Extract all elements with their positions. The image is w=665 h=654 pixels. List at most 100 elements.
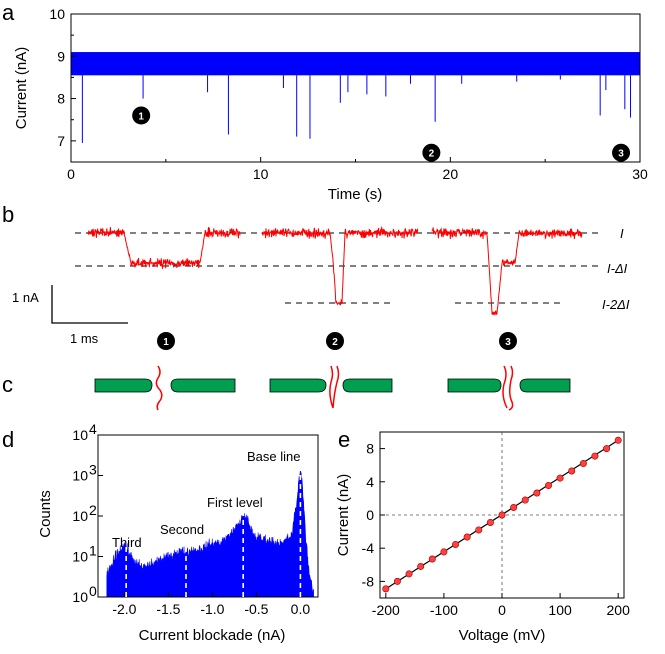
event-marker-1: 1 [132, 106, 151, 125]
y-tick-exponent: 4 [89, 421, 97, 437]
peak-label-second: Second [160, 522, 204, 537]
event-badge-2: 2 [326, 332, 344, 350]
data-point [463, 533, 471, 541]
y-tick-label: 10 [72, 549, 88, 565]
event-marker-circle [612, 143, 631, 162]
panel-d-histogram [106, 468, 314, 598]
pore-schematic-1 [94, 365, 236, 411]
panel-e-ticks: -200 -100 0 100 200 -8 -4 0 4 8 [362, 441, 631, 618]
data-point [440, 548, 448, 556]
y-tick-label: 0 [366, 507, 374, 523]
panel-a-y-label: Current (nA) [13, 47, 30, 130]
x-tick-label: 20 [443, 166, 459, 182]
x-tick-label: 0 [67, 166, 75, 182]
panel-letter-d: d [2, 427, 14, 452]
x-tick-label: -2.0 [112, 601, 136, 617]
panel-a-x-label: Time (s) [328, 186, 382, 203]
y-tick-exponent: 2 [89, 502, 97, 518]
panel-c-schematics [94, 365, 571, 411]
x-tick-label: -100 [430, 602, 458, 618]
trace-event-3 [431, 227, 583, 316]
event-marker-circle [132, 106, 151, 125]
data-point [393, 577, 401, 585]
panel-a-chart: 0 10 20 30 7 8 9 10 1 2 3 Time (s) Current (nA) [13, 6, 648, 203]
peak-label-first-level: First level [207, 495, 263, 510]
data-point [614, 436, 622, 444]
y-tick-exponent: 0 [89, 583, 97, 599]
x-tick-label: 10 [253, 166, 269, 182]
panel-a-frame [70, 13, 641, 163]
data-point [417, 562, 425, 570]
data-point [603, 445, 611, 453]
svg-text:3: 3 [505, 337, 511, 348]
panel-letter-e: e [338, 427, 350, 452]
panel-a-event-markers: 1 2 3 [132, 106, 631, 162]
event-marker-circle [422, 143, 441, 162]
noise-trace [70, 53, 641, 75]
panel-d-x-label: Current blockade (nA) [139, 627, 286, 644]
y-tick-label: 10 [72, 427, 88, 443]
histogram-area [106, 468, 314, 598]
x-tick-label: 200 [607, 602, 631, 618]
panel-e-chart: -200 -100 0 100 200 -8 -4 0 4 8 Voltage (mV) Curr… [335, 431, 631, 644]
x-tick-label: 100 [548, 602, 572, 618]
data-point [521, 496, 529, 504]
event-marker-label: 1 [138, 111, 144, 122]
data-point [405, 570, 413, 578]
data-point [452, 540, 460, 548]
scale-bar-current-label: 1 nA [12, 290, 39, 305]
level-label-i-minus-2di: I-2ΔI [602, 297, 630, 312]
panel-e-points [382, 436, 622, 593]
panel-letter-b: b [2, 202, 14, 227]
y-tick-label: 9 [57, 48, 65, 64]
y-tick-label: 10 [72, 508, 88, 524]
y-tick-label: -8 [362, 573, 375, 589]
y-tick-exponent: 1 [89, 543, 97, 559]
x-tick-label: 0.0 [291, 601, 311, 617]
panel-a-ticks: 0 10 20 30 7 8 9 10 [49, 6, 648, 182]
x-tick-label: -200 [372, 602, 400, 618]
event-marker-2: 2 [422, 143, 441, 162]
y-tick-label: 4 [366, 474, 374, 490]
data-point [498, 511, 506, 519]
y-tick-exponent: 3 [89, 462, 97, 478]
y-tick-label: 10 [72, 468, 88, 484]
data-point [568, 467, 576, 475]
panel-d-y-label: Counts [37, 490, 54, 538]
panel-e-y-label: Current (nA) [335, 474, 352, 557]
panel-a-trace [70, 52, 641, 76]
data-point [382, 585, 390, 593]
data-point [510, 504, 518, 512]
data-point [533, 489, 541, 497]
scale-bar [51, 285, 128, 324]
trace-event-2 [261, 225, 419, 306]
svg-text:2: 2 [332, 337, 338, 348]
x-tick-label: 0 [498, 602, 506, 618]
x-tick-label: 30 [632, 166, 648, 182]
panel-letter-c: c [2, 372, 13, 397]
y-tick-label: 8 [57, 91, 65, 107]
data-point [591, 452, 599, 460]
x-tick-label: -0.5 [244, 601, 268, 617]
y-tick-label: 10 [72, 589, 88, 605]
event-marker-label: 2 [429, 149, 435, 160]
panel-b-traces [87, 225, 583, 316]
peak-label-base-line: Base line [247, 449, 300, 464]
data-point [475, 526, 483, 534]
peak-label-third: Third [112, 535, 142, 550]
panel-a-spikes [81, 75, 632, 143]
x-tick-label: -1.0 [200, 601, 224, 617]
svg-text:1: 1 [163, 337, 169, 348]
panel-b-chart: I I-ΔI I-2ΔI 1 nA 1 ms 1 2 3 [12, 225, 630, 350]
event-marker-3: 3 [612, 143, 631, 162]
event-badge-1: 1 [157, 332, 175, 350]
pore-schematic-2 [269, 365, 393, 409]
pore-schematic-3 [447, 365, 571, 411]
panel-d-peak-lines [125, 465, 302, 597]
event-badge-3: 3 [499, 332, 517, 350]
panel-e-x-label: Voltage (mV) [459, 627, 546, 644]
y-tick-label: 10 [49, 6, 65, 22]
